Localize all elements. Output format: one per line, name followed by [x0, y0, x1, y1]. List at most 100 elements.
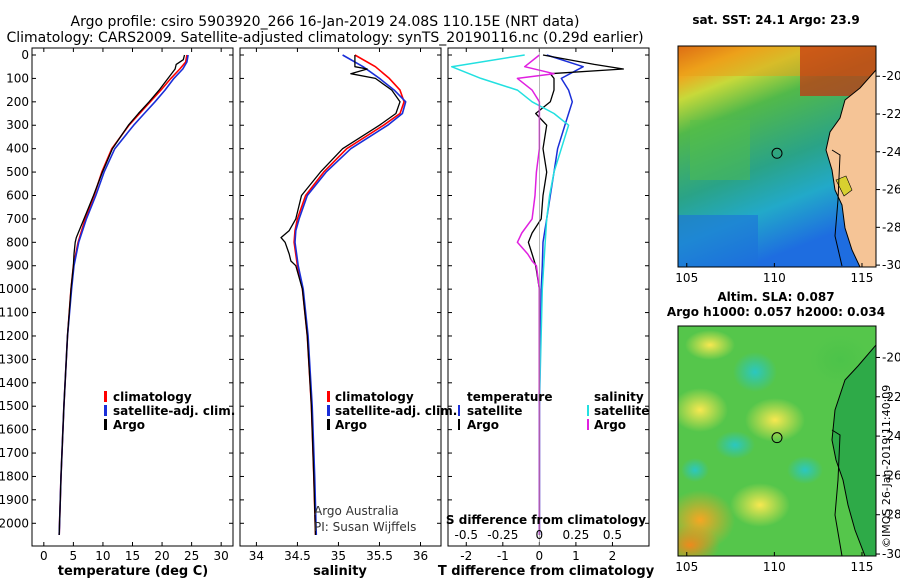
- legend-swatch-argo: [104, 419, 107, 430]
- depth-tick-label: 800: [6, 235, 29, 249]
- secondary-tick-label: 0: [536, 528, 544, 542]
- depth-tick-label: 700: [6, 212, 29, 226]
- sla-map-title: Altim. SLA: 0.087: [717, 290, 834, 304]
- sla-map-subtitle: Argo h1000: 0.057 h2000: 0.034: [667, 305, 885, 319]
- map-x-tick-label: 105: [675, 560, 698, 574]
- legend-swatch-s-argo: [587, 419, 589, 430]
- temperature-panel-frame: [31, 47, 234, 547]
- map-y-tick-label: -22: [882, 107, 900, 121]
- sla-map: [678, 326, 876, 556]
- depth-tick-label: 1000: [0, 282, 29, 296]
- salinity-legend: climatology satellite-adj. clim. Argo Ar…: [314, 390, 457, 534]
- temperature-axis-label: temperature (deg C): [58, 564, 208, 579]
- x-tick-label: 0: [40, 549, 48, 563]
- legend-swatch-s-satellite: [587, 405, 589, 416]
- map-y-tick-label: -24: [882, 429, 900, 443]
- legend-swatch-climatology: [104, 391, 107, 402]
- x-tick-label: 25: [184, 549, 199, 563]
- x-tick-label: 10: [95, 549, 110, 563]
- legend-title: temperature: [467, 390, 552, 404]
- depth-tick-label: 1900: [0, 493, 29, 507]
- difference-panel-frame: [447, 47, 650, 547]
- x-tick-label: 34.5: [284, 549, 311, 563]
- map-y-tick-label: -20: [882, 350, 900, 364]
- sst-map-frame: [677, 45, 877, 268]
- map-y-tick-label: -28: [882, 508, 900, 522]
- x-tick-label: 2: [609, 549, 617, 563]
- salinity-axis-label: salinity: [313, 564, 367, 579]
- depth-axis-labels: 0 100 200 300 400 500 600 700 800 900 1000 1100 1200…: [0, 48, 29, 530]
- legend-swatch-argo: [327, 419, 330, 430]
- legend-label: climatology: [113, 390, 192, 404]
- legend-label: Argo: [467, 418, 499, 432]
- secondary-tick-label: 0.25: [563, 528, 590, 542]
- x-tick-label: 36: [413, 549, 428, 563]
- x-tick-label: 5: [70, 549, 78, 563]
- depth-tick-label: 1800: [0, 469, 29, 483]
- sst-map-float-marker: [771, 147, 783, 159]
- depth-tick-label: 1500: [0, 399, 29, 413]
- difference-profile-plot: -2 -1 0 1 2: [448, 48, 649, 563]
- map-y-tick-label: -22: [882, 390, 900, 404]
- legend-title: salinity: [594, 390, 644, 404]
- series-line-argo: [280, 55, 401, 536]
- secondary-axis-ticks: -0.5 -0.25 0 0.25 0.5: [455, 528, 622, 542]
- depth-tick-label: 400: [6, 142, 29, 156]
- legend-label: satellite-adj. clim.: [335, 404, 457, 418]
- x-tick-label: 30: [214, 549, 229, 563]
- map-y-tick-label: -20: [882, 69, 900, 83]
- difference-legend-temperature: temperature satellite Argo: [458, 390, 552, 432]
- sst-map-title: sat. SST: 24.1 Argo: 23.9: [692, 13, 859, 27]
- depth-tick-label: 1100: [0, 306, 29, 320]
- depth-tick-label: 900: [6, 259, 29, 273]
- temperature-legend: climatology satellite-adj. clim. Argo: [104, 390, 235, 432]
- legend-label: Argo: [113, 418, 145, 432]
- secondary-tick-label: -0.25: [487, 528, 518, 542]
- legend-swatch-satellite: [104, 405, 107, 416]
- map-y-tick-label: -30: [882, 258, 900, 272]
- secondary-tick-label: 0.5: [603, 528, 622, 542]
- depth-tick-label: 100: [6, 71, 29, 85]
- depth-tick-label: 300: [6, 118, 29, 132]
- x-tick-label: 15: [125, 549, 140, 563]
- legend-label: satellite: [467, 404, 522, 418]
- series-line-salinity-satellite: [450, 54, 570, 535]
- x-tick-label: 0: [536, 549, 544, 563]
- series-line-argo: [58, 54, 186, 536]
- depth-tick-label: 200: [6, 95, 29, 109]
- map-y-tick-label: -26: [882, 468, 900, 482]
- legend-swatch-climatology: [327, 391, 330, 402]
- depth-tick-label: 1400: [0, 376, 29, 390]
- map-y-tick-label: -24: [882, 145, 900, 159]
- temperature-profile-plot: 0 5 10 15 20 25 30: [32, 48, 233, 563]
- legend-label: Argo: [594, 418, 626, 432]
- depth-tick-label: 500: [6, 165, 29, 179]
- legend-swatch-satellite: [327, 405, 330, 416]
- sst-map-ticks: 105 110 115 -20 -22 -24 -26 -28 -30: [675, 69, 900, 285]
- map-x-tick-label: 110: [763, 560, 786, 574]
- x-tick-label: 35.5: [366, 549, 393, 563]
- series-line-temperature-satellite: [538, 54, 584, 535]
- sst-map: [678, 46, 876, 267]
- legend-swatch-t-satellite: [458, 405, 460, 416]
- salinity-panel-frame: [239, 47, 442, 547]
- legend-label: satellite-adj. clim.: [113, 404, 235, 418]
- x-tick-label: 1: [572, 549, 580, 563]
- x-tick-label: -2: [460, 549, 472, 563]
- legend-label: Argo: [335, 418, 367, 432]
- map-y-tick-label: -28: [882, 220, 900, 234]
- map-x-tick-label: 115: [851, 271, 874, 285]
- attribution-line1: Argo Australia: [314, 504, 399, 518]
- x-tick-label: 20: [154, 549, 169, 563]
- x-tick-label: 34: [249, 549, 264, 563]
- plot-title-line1: Argo profile: csiro 5903920_266 16-Jan-2…: [70, 14, 580, 30]
- depth-tick-label: 1200: [0, 329, 29, 343]
- map-x-tick-label: 105: [675, 271, 698, 285]
- attribution-line2: PI: Susan Wijffels: [314, 520, 416, 534]
- map-x-tick-label: 110: [763, 271, 786, 285]
- sla-map-ticks: 105 110 115 -20 -22 -24 -26 -28 -30: [675, 350, 900, 574]
- legend-label: satellite: [594, 404, 649, 418]
- secondary-tick-label: -0.5: [455, 528, 478, 542]
- depth-tick-label: 1700: [0, 446, 29, 460]
